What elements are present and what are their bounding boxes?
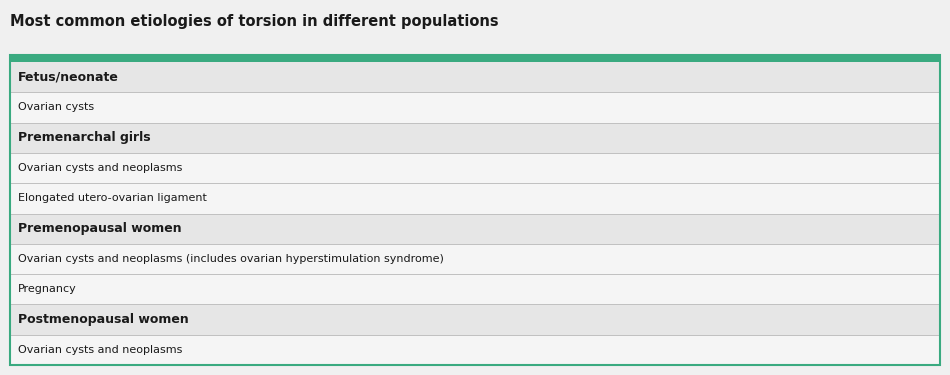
Text: Fetus/neonate: Fetus/neonate xyxy=(18,70,119,84)
Text: Premenopausal women: Premenopausal women xyxy=(18,222,181,235)
Text: Ovarian cysts and neoplasms: Ovarian cysts and neoplasms xyxy=(18,163,182,173)
Bar xyxy=(10,55,940,365)
Bar xyxy=(10,335,940,365)
Text: Ovarian cysts and neoplasms: Ovarian cysts and neoplasms xyxy=(18,345,182,355)
Bar xyxy=(10,123,940,153)
Text: Premenarchal girls: Premenarchal girls xyxy=(18,131,151,144)
Bar xyxy=(10,213,940,244)
Bar xyxy=(10,55,940,62)
Bar xyxy=(10,274,940,304)
Bar xyxy=(10,183,940,213)
Text: Most common etiologies of torsion in different populations: Most common etiologies of torsion in dif… xyxy=(10,14,499,29)
Bar xyxy=(10,55,940,365)
Text: Postmenopausal women: Postmenopausal women xyxy=(18,313,189,326)
Text: Elongated utero-ovarian ligament: Elongated utero-ovarian ligament xyxy=(18,194,207,203)
Bar xyxy=(10,92,940,123)
Text: Pregnancy: Pregnancy xyxy=(18,284,77,294)
Bar xyxy=(10,62,940,92)
Text: Ovarian cysts: Ovarian cysts xyxy=(18,102,94,112)
Bar xyxy=(10,304,940,335)
Bar xyxy=(10,244,940,274)
Text: Ovarian cysts and neoplasms (includes ovarian hyperstimulation syndrome): Ovarian cysts and neoplasms (includes ov… xyxy=(18,254,444,264)
Bar xyxy=(10,153,940,183)
